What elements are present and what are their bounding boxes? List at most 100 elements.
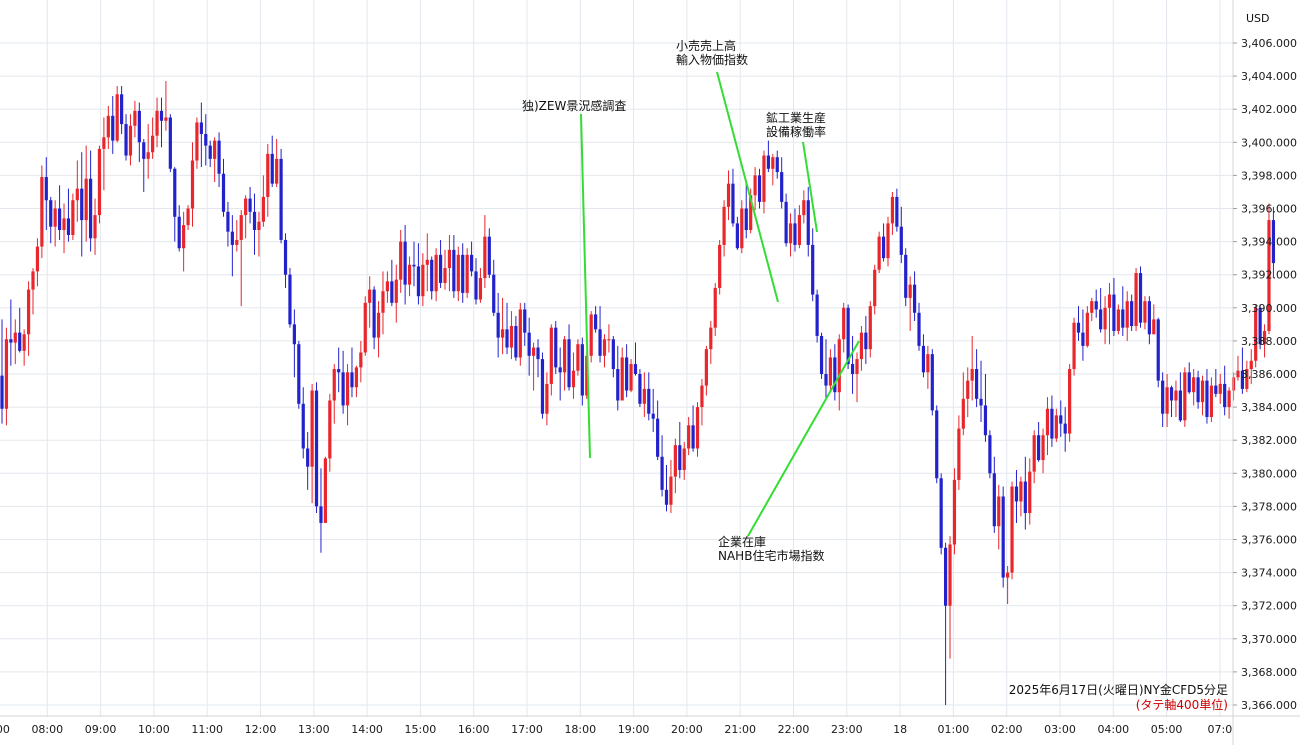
annotation-line bbox=[747, 340, 860, 537]
candle bbox=[713, 282, 717, 336]
candle-body bbox=[620, 357, 624, 401]
candle-body bbox=[35, 246, 40, 272]
x-tick-label: 11:00 bbox=[191, 723, 223, 736]
candle-body bbox=[1245, 369, 1249, 389]
candle bbox=[824, 339, 828, 399]
candle bbox=[372, 286, 376, 350]
candle bbox=[762, 150, 766, 214]
candle-body bbox=[412, 264, 416, 267]
candle-body bbox=[18, 332, 22, 351]
chart-title: 2025年6月17日(火曜日)NY金CFD5分足 bbox=[1009, 682, 1228, 697]
candle bbox=[766, 140, 770, 173]
candle-body bbox=[385, 281, 390, 292]
candle bbox=[722, 200, 726, 257]
y-tick-label: 3,400.000 bbox=[1241, 136, 1297, 149]
candle-body bbox=[1147, 301, 1151, 335]
candle-body bbox=[735, 223, 739, 249]
y-tick-label: 3,382.000 bbox=[1241, 434, 1297, 447]
y-tick-label: 3,372.000 bbox=[1241, 600, 1297, 613]
candle-body bbox=[1037, 435, 1041, 461]
x-tick-label: 07:0 bbox=[1208, 723, 1233, 736]
candle-body bbox=[314, 390, 319, 507]
candle-body bbox=[602, 339, 607, 356]
candle-body bbox=[921, 345, 926, 373]
candle-body bbox=[164, 117, 168, 121]
candle-body bbox=[864, 332, 868, 350]
candle bbox=[111, 95, 115, 154]
candle-body bbox=[1099, 309, 1103, 330]
candle-body bbox=[403, 241, 407, 285]
candle bbox=[540, 352, 545, 419]
candle-body bbox=[1090, 301, 1094, 313]
candle-body bbox=[350, 372, 354, 388]
candle-body bbox=[31, 271, 35, 290]
candle-body bbox=[749, 195, 753, 231]
candle bbox=[399, 230, 403, 293]
candle-body bbox=[57, 208, 62, 231]
candle bbox=[691, 405, 695, 452]
candle bbox=[469, 241, 474, 277]
candle-body bbox=[230, 231, 234, 245]
candle bbox=[664, 465, 669, 512]
candle-body bbox=[651, 413, 655, 419]
candle bbox=[952, 468, 957, 555]
candle-body bbox=[824, 374, 828, 386]
candle bbox=[283, 233, 288, 288]
y-tick-label: 3,376.000 bbox=[1241, 534, 1297, 547]
candle-body bbox=[966, 380, 970, 399]
candle-body bbox=[868, 306, 872, 350]
candle bbox=[80, 152, 84, 257]
candle-body bbox=[80, 188, 84, 221]
candle-body bbox=[926, 354, 930, 373]
candle bbox=[943, 542, 948, 705]
candle-body bbox=[757, 175, 762, 202]
candle bbox=[120, 86, 124, 135]
candle bbox=[199, 102, 203, 168]
candle-body bbox=[434, 254, 438, 292]
candle bbox=[425, 233, 429, 292]
candle bbox=[173, 167, 177, 242]
candle-body bbox=[1107, 294, 1112, 308]
candle-body bbox=[390, 281, 394, 303]
candle-body bbox=[545, 383, 549, 414]
candle bbox=[492, 259, 496, 317]
candle bbox=[797, 205, 801, 249]
candle bbox=[1059, 400, 1063, 437]
candle-body bbox=[53, 208, 57, 227]
candle bbox=[1196, 370, 1200, 409]
candle bbox=[700, 378, 704, 426]
candle-body bbox=[638, 374, 642, 404]
candle-body bbox=[1205, 380, 1209, 418]
candle-body bbox=[1072, 322, 1076, 370]
x-tick-label: 10:00 bbox=[138, 723, 170, 736]
candle bbox=[1072, 317, 1076, 376]
candle-body bbox=[407, 264, 412, 285]
candle bbox=[332, 364, 336, 424]
candle-body bbox=[430, 259, 434, 292]
candle-body bbox=[775, 157, 779, 173]
candle bbox=[536, 339, 540, 378]
candle bbox=[128, 114, 133, 166]
candle-body bbox=[1059, 415, 1063, 424]
candle-body bbox=[611, 339, 615, 370]
candle bbox=[532, 342, 536, 391]
candle-body bbox=[235, 239, 239, 245]
candle-body bbox=[1019, 481, 1023, 502]
x-tick-label: 05:00 bbox=[1151, 723, 1183, 736]
candle bbox=[44, 157, 48, 231]
annotation-line bbox=[580, 113, 591, 459]
candle bbox=[926, 345, 930, 389]
candle-body bbox=[1152, 319, 1156, 335]
candle bbox=[40, 165, 44, 259]
candle bbox=[611, 335, 615, 378]
candle-body bbox=[580, 344, 584, 396]
candle-body bbox=[332, 369, 336, 401]
candle-body bbox=[753, 175, 757, 196]
candle bbox=[828, 349, 833, 391]
candle bbox=[1271, 206, 1276, 279]
candle bbox=[554, 321, 558, 374]
candle-body bbox=[111, 115, 115, 141]
candle-body bbox=[793, 223, 797, 245]
